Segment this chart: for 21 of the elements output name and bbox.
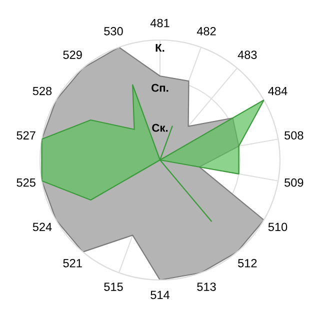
spoke-label: 482 xyxy=(196,27,216,36)
spoke-label: 510 xyxy=(268,222,288,232)
spoke-label: 484 xyxy=(268,86,288,96)
spoke-label: 524 xyxy=(32,222,52,232)
spoke-label: 527 xyxy=(16,131,36,140)
spoke-label: 528 xyxy=(32,86,52,96)
spoke-label: 521 xyxy=(63,258,82,268)
y-tick-label: Сп. xyxy=(152,84,168,92)
y-tick-label: К. xyxy=(156,44,164,52)
spoke-label: 529 xyxy=(63,50,82,60)
spoke-label: 509 xyxy=(284,178,304,187)
spoke-label: 483 xyxy=(238,50,257,60)
spoke-label: 513 xyxy=(197,282,216,291)
spoke-label: 515 xyxy=(104,282,123,291)
spoke-label: 481 xyxy=(150,18,170,28)
spoke-label: 514 xyxy=(150,290,170,300)
y-tick-label: Ск. xyxy=(152,124,168,132)
spoke-label: 512 xyxy=(238,258,257,268)
spoke-label: 530 xyxy=(104,27,123,36)
spoke-label: 508 xyxy=(284,131,304,140)
spoke-label: 525 xyxy=(16,178,36,187)
